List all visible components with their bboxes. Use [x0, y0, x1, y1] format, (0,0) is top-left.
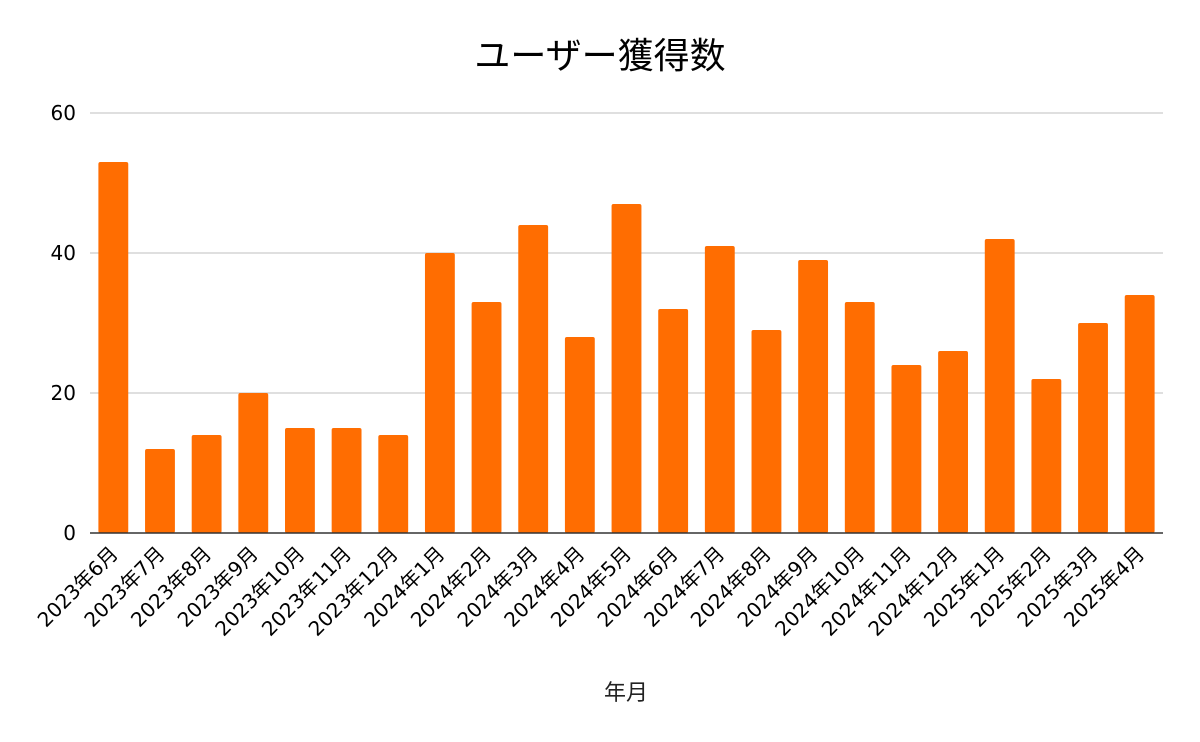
y-tick-label: 20: [51, 381, 76, 405]
y-tick-label: 0: [63, 521, 76, 545]
bar: [378, 435, 409, 533]
y-tick-label: 60: [51, 101, 76, 125]
bar: [471, 302, 502, 533]
bar: [704, 246, 735, 533]
bar: [145, 449, 175, 533]
bars: [98, 162, 1155, 533]
bar: [238, 393, 269, 533]
y-axis-ticks: 0 20 40 60: [51, 101, 76, 545]
bar: [938, 351, 968, 533]
chart-title: ユーザー獲得数: [474, 36, 725, 77]
bar: [564, 337, 595, 533]
bar: [1124, 295, 1155, 533]
bar: [658, 309, 689, 533]
bar: [751, 330, 782, 533]
bar: [844, 302, 875, 533]
x-axis-ticks: 2023年6月2023年7月2023年8月2023年9月2023年10月2023…: [33, 542, 1150, 641]
bar: [98, 162, 129, 533]
bar: [424, 253, 455, 533]
bar: [1031, 379, 1062, 533]
bar: [191, 435, 222, 533]
bar: [798, 260, 829, 533]
bar: [984, 239, 1015, 533]
bar: [611, 204, 642, 533]
y-tick-label: 40: [51, 241, 76, 265]
bar: [891, 365, 922, 533]
bar: [331, 428, 362, 533]
bar: [285, 428, 315, 533]
bar: [1078, 323, 1108, 533]
x-axis-label: 年月: [604, 681, 648, 706]
bar: [518, 225, 549, 533]
